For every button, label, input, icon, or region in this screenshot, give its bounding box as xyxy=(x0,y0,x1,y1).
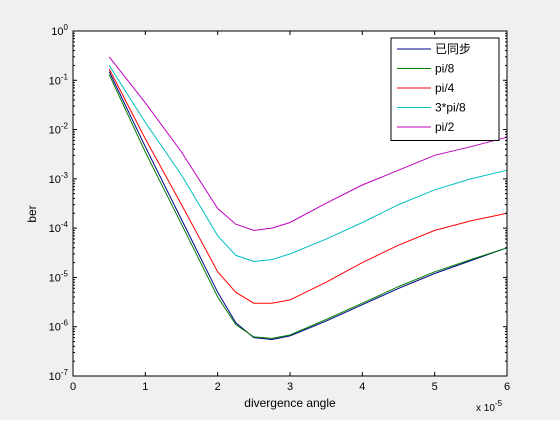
legend-label-5: pi/2 xyxy=(435,120,455,134)
x-tick-label: 6 xyxy=(504,381,510,393)
legend-label-4: 3*pi/8 xyxy=(435,101,466,115)
series-line-1 xyxy=(108,71,508,341)
y-tick-base: 10 xyxy=(49,272,61,284)
y-tick-base: 10 xyxy=(49,223,61,235)
y-tick-label: 10-6 xyxy=(49,319,69,334)
legend: 已同步 pi/8 pi/4 3*pi/8 pi/2 xyxy=(390,37,500,141)
x-tick-label: 2 xyxy=(215,381,221,393)
y-tick-exponent: -1 xyxy=(61,72,69,81)
y-tick-label: 100 xyxy=(51,23,68,38)
y-tick-exponent: -4 xyxy=(61,220,69,229)
y-tick-base: 10 xyxy=(49,174,61,186)
y-tick-exponent: -5 xyxy=(61,269,69,278)
series-line-3 xyxy=(108,68,508,304)
x-exponent-label: x 10-5 xyxy=(476,399,503,414)
y-tick-label: 10-5 xyxy=(49,269,69,284)
legend-label-2: pi/8 xyxy=(435,62,455,76)
y-tick-base: 10 xyxy=(49,125,61,137)
series-line-2 xyxy=(108,74,508,339)
legend-label-3: pi/4 xyxy=(435,81,455,95)
y-tick-exponent: 0 xyxy=(64,23,69,32)
x-exponent-base: x 10 xyxy=(476,403,495,414)
y-tick-label: 10-7 xyxy=(49,368,69,383)
legend-box xyxy=(390,37,500,141)
y-tick-label: 10-2 xyxy=(49,122,69,137)
y-tick-label: 10-1 xyxy=(49,72,69,87)
y-tick-exponent: -2 xyxy=(61,122,69,131)
x-tick-label: 5 xyxy=(432,381,438,393)
y-tick-base: 10 xyxy=(49,322,61,334)
x-tick-label: 0 xyxy=(70,381,76,393)
y-tick-label: 10-3 xyxy=(49,171,69,186)
y-tick-base: 10 xyxy=(49,371,61,383)
y-tick-label: 10-4 xyxy=(49,220,69,235)
x-tick-label: 4 xyxy=(359,381,365,393)
series-layer xyxy=(108,56,508,341)
legend-label-1: 已同步 xyxy=(435,42,471,56)
x-exponent-power: -5 xyxy=(495,399,503,408)
x-tick-label: 3 xyxy=(287,381,293,393)
x-axis-label: divergence angle xyxy=(244,396,336,410)
y-axis-label: ber xyxy=(25,205,39,222)
y-tick-base: 10 xyxy=(51,26,63,38)
y-tick-exponent: -6 xyxy=(61,319,69,328)
y-tick-exponent: -3 xyxy=(61,171,69,180)
y-tick-base: 10 xyxy=(49,75,61,87)
y-tick-exponent: -7 xyxy=(61,368,69,377)
series-line-5 xyxy=(108,56,508,231)
x-tick-label: 1 xyxy=(142,381,148,393)
series-line-4 xyxy=(108,65,508,263)
